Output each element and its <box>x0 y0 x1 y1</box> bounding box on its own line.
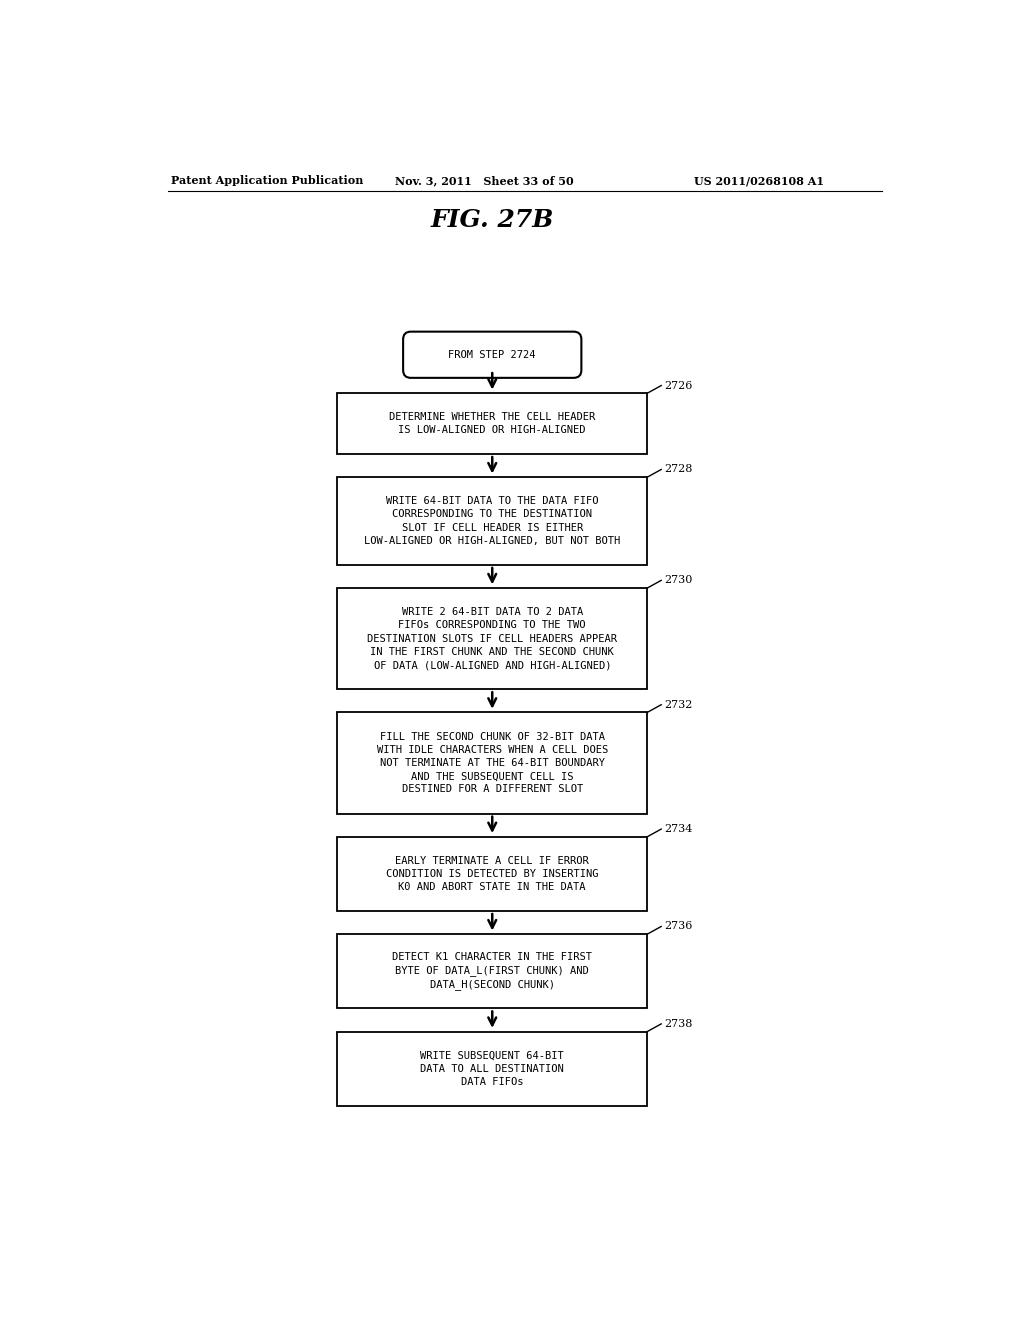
Text: 2728: 2728 <box>665 465 692 474</box>
Text: FIG. 27B: FIG. 27B <box>430 209 554 232</box>
Text: EARLY TERMINATE A CELL IF ERROR
CONDITION IS DETECTED BY INSERTING
K0 AND ABORT : EARLY TERMINATE A CELL IF ERROR CONDITIO… <box>386 855 598 892</box>
Text: FILL THE SECOND CHUNK OF 32-BIT DATA
WITH IDLE CHARACTERS WHEN A CELL DOES
NOT T: FILL THE SECOND CHUNK OF 32-BIT DATA WIT… <box>377 731 608 795</box>
Text: WRITE 2 64-BIT DATA TO 2 DATA
FIFOs CORRESPONDING TO THE TWO
DESTINATION SLOTS I: WRITE 2 64-BIT DATA TO 2 DATA FIFOs CORR… <box>368 607 617 671</box>
Text: 2732: 2732 <box>665 700 692 710</box>
FancyBboxPatch shape <box>337 935 647 1008</box>
Text: DETERMINE WHETHER THE CELL HEADER
IS LOW-ALIGNED OR HIGH-ALIGNED: DETERMINE WHETHER THE CELL HEADER IS LOW… <box>389 412 595 436</box>
Text: WRITE SUBSEQUENT 64-BIT
DATA TO ALL DESTINATION
DATA FIFOs: WRITE SUBSEQUENT 64-BIT DATA TO ALL DEST… <box>421 1051 564 1086</box>
Text: 2736: 2736 <box>665 921 692 932</box>
FancyBboxPatch shape <box>337 837 647 911</box>
FancyBboxPatch shape <box>337 478 647 565</box>
Text: US 2011/0268108 A1: US 2011/0268108 A1 <box>693 176 823 186</box>
Text: Nov. 3, 2011   Sheet 33 of 50: Nov. 3, 2011 Sheet 33 of 50 <box>395 176 574 186</box>
Text: DETECT K1 CHARACTER IN THE FIRST
BYTE OF DATA_L(FIRST CHUNK) AND
DATA_H(SECOND C: DETECT K1 CHARACTER IN THE FIRST BYTE OF… <box>392 952 592 990</box>
Text: FROM STEP 2724: FROM STEP 2724 <box>449 350 536 360</box>
FancyBboxPatch shape <box>337 393 647 454</box>
FancyBboxPatch shape <box>337 713 647 813</box>
FancyBboxPatch shape <box>403 331 582 378</box>
Text: WRITE 64-BIT DATA TO THE DATA FIFO
CORRESPONDING TO THE DESTINATION
SLOT IF CELL: WRITE 64-BIT DATA TO THE DATA FIFO CORRE… <box>365 496 621 546</box>
Text: 2738: 2738 <box>665 1019 692 1028</box>
FancyBboxPatch shape <box>337 1032 647 1106</box>
FancyBboxPatch shape <box>337 589 647 689</box>
Text: 2726: 2726 <box>665 380 692 391</box>
Text: 2730: 2730 <box>665 576 692 585</box>
Text: Patent Application Publication: Patent Application Publication <box>171 176 362 186</box>
Text: 2734: 2734 <box>665 824 692 834</box>
